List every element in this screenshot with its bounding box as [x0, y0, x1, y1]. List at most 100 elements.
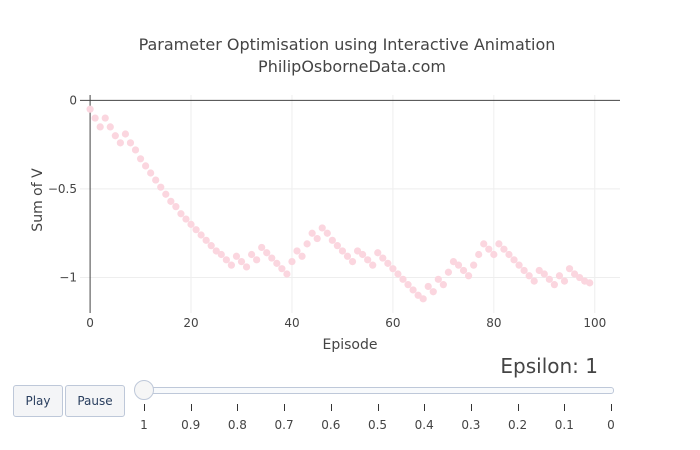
slider-step-tick	[284, 404, 286, 411]
slider-step-tick	[144, 404, 145, 411]
slider-step-label[interactable]: 0.3	[461, 418, 481, 432]
data-point	[106, 123, 114, 131]
data-point	[126, 139, 135, 147]
data-point	[348, 258, 357, 266]
x-tick-label: 60	[385, 316, 400, 330]
data-point	[439, 281, 447, 289]
data-point	[318, 224, 326, 232]
chart-subtitle: PhilipOsborneData.com	[258, 57, 446, 76]
y-tick-labels: 0 −0.5 −1	[48, 93, 77, 284]
data-point	[515, 261, 523, 269]
slider-track[interactable]	[135, 387, 614, 394]
data-point	[333, 242, 341, 250]
data-point	[253, 256, 261, 264]
data-point	[232, 252, 241, 260]
slider-step-tick	[377, 404, 379, 411]
data-point	[131, 146, 140, 154]
data-point	[394, 270, 402, 278]
slider-step-tick	[237, 404, 239, 411]
data-point	[328, 236, 336, 244]
x-tick-label: 100	[583, 316, 606, 330]
slider-step-tick	[564, 404, 566, 411]
data-point	[429, 288, 437, 296]
data-point	[222, 256, 230, 264]
slider-step-label[interactable]: 0.1	[554, 418, 574, 432]
slider-step-tick	[190, 404, 192, 411]
data-point	[293, 247, 301, 255]
x-tick-label: 40	[284, 316, 299, 330]
data-point	[172, 203, 180, 211]
slider-step-label[interactable]: 0.2	[508, 418, 528, 432]
slider-step-label[interactable]: 0.9	[181, 418, 201, 432]
slider-step-label[interactable]: 0.8	[227, 418, 247, 432]
x-tick-labels: 0 20 40 60 80 100	[86, 316, 606, 330]
data-point	[192, 226, 200, 234]
x-axis-title: Episode	[323, 337, 378, 353]
slider-step-tick	[517, 404, 519, 411]
data-point	[444, 268, 453, 276]
data-point	[470, 261, 478, 269]
data-point	[303, 240, 311, 248]
data-point	[570, 270, 579, 278]
data-point	[389, 265, 397, 273]
slider-step-tick	[424, 404, 426, 411]
slider-step-label[interactable]: 0.7	[274, 418, 294, 432]
slider-step-label[interactable]: 1	[140, 418, 148, 432]
data-point	[121, 130, 130, 138]
data-point	[374, 249, 382, 257]
data-point	[288, 258, 296, 266]
data-point	[147, 169, 155, 177]
data-point	[197, 231, 205, 239]
data-point	[338, 247, 347, 255]
data-point	[111, 132, 119, 140]
data-point	[217, 250, 225, 259]
data-point	[379, 254, 387, 262]
data-point	[510, 256, 518, 264]
data-point	[490, 250, 498, 259]
slider-step-tick	[470, 404, 472, 411]
slider-step-label[interactable]: 0	[607, 418, 615, 432]
data-point	[565, 265, 574, 273]
play-button[interactable]: Play	[13, 385, 63, 417]
data-point	[586, 279, 594, 287]
data-point	[187, 220, 195, 228]
data-point	[464, 272, 473, 280]
data-point	[162, 190, 170, 198]
data-point	[576, 273, 584, 282]
data-point	[424, 282, 432, 291]
y-tick-label: −0.5	[48, 182, 77, 196]
data-point	[263, 249, 271, 257]
chart-title: Parameter Optimisation using Interactive…	[139, 35, 556, 54]
grid-lines	[80, 95, 620, 313]
data-point	[202, 236, 210, 244]
data-point	[555, 272, 564, 280]
slider-step-label[interactable]: 0.6	[321, 418, 341, 432]
data-point	[207, 242, 215, 250]
data-point	[540, 270, 548, 278]
data-point	[268, 254, 276, 262]
data-point	[227, 261, 236, 269]
data-point	[247, 250, 256, 259]
data-point	[550, 281, 558, 289]
data-point	[278, 265, 286, 273]
data-point	[86, 105, 94, 113]
data-point	[404, 281, 412, 289]
data-point	[91, 114, 99, 122]
data-point	[323, 229, 331, 237]
data-point	[409, 286, 417, 294]
data-point	[298, 252, 306, 260]
scatter-chart: Parameter Optimisation using Interactive…	[30, 35, 620, 353]
axes	[80, 95, 620, 313]
data-point	[369, 261, 377, 269]
data-point	[495, 240, 503, 248]
slider-step-label[interactable]: 0.4	[414, 418, 434, 432]
data-point	[101, 114, 109, 122]
slider-step-label[interactable]: 0.5	[367, 418, 388, 432]
data-point	[505, 250, 513, 259]
slider-handle[interactable]	[134, 380, 154, 400]
pause-button[interactable]: Pause	[65, 385, 125, 417]
data-point	[414, 291, 422, 299]
data-point	[545, 275, 553, 283]
data-point	[459, 266, 468, 275]
data-point	[157, 183, 165, 191]
